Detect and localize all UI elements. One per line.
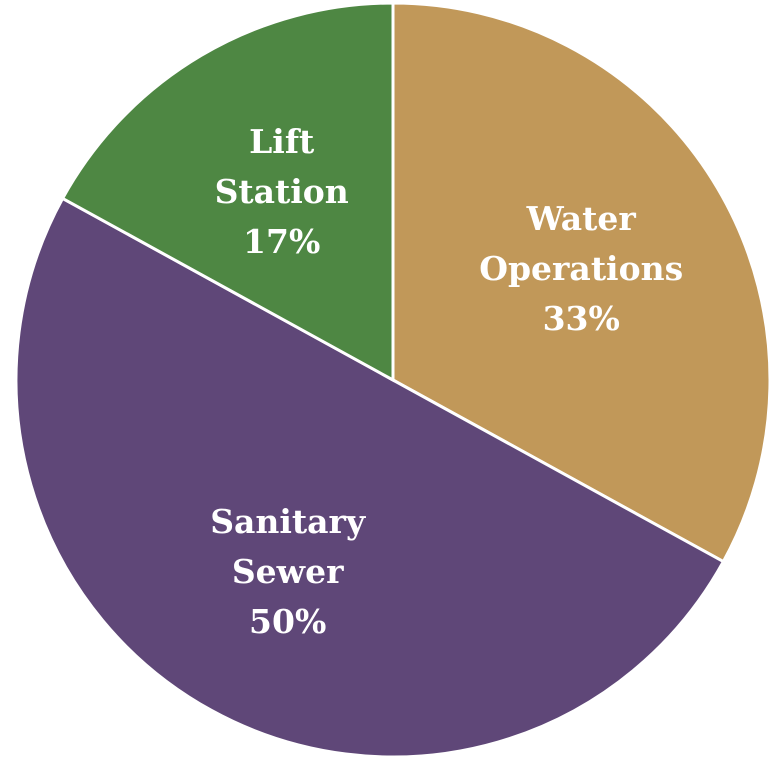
slice-label: Water Operations 33% — [479, 194, 683, 344]
pie-slice — [391, 1, 770, 564]
pie-slice — [60, 1, 395, 383]
category-label: Lift Station — [214, 121, 349, 211]
value-label: 50% — [249, 601, 327, 641]
slice-label: Sanitary Sewer 50% — [210, 497, 365, 647]
pie-slice — [14, 196, 726, 757]
value-label: 33% — [542, 298, 620, 338]
category-label: Sanitary Sewer — [210, 501, 366, 591]
slice-label: Lift Station 17% — [215, 117, 349, 267]
value-label: 17% — [243, 221, 321, 261]
category-label: Water Operations — [479, 198, 684, 288]
